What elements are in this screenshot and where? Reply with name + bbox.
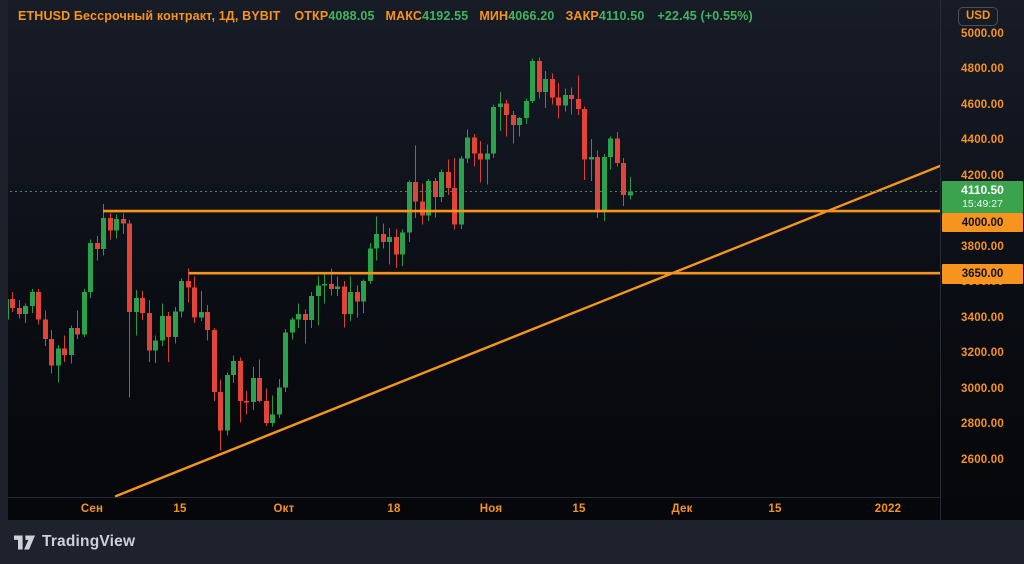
close-value: 4110.50 (598, 9, 645, 23)
tradingview-logo-icon (14, 535, 35, 550)
current-price-label: 4110.50 (961, 183, 1004, 198)
time-tick-label: Окт (273, 503, 295, 515)
close-label: ЗАКР (565, 9, 599, 23)
price-tick-label: 3800.00 (961, 240, 1004, 253)
price-tick-label: 2800.00 (961, 418, 1004, 431)
price-tick-label: 4200.00 (961, 169, 1004, 182)
time-tick-label: 2022 (874, 503, 902, 515)
high-label: МАКС (385, 9, 423, 23)
ohlc-high: МАКС4192.55 (386, 9, 469, 23)
low-label: МИН (479, 9, 509, 23)
level-badge-4000: 4000.00 (942, 213, 1023, 233)
price-tick-label: 3200.00 (961, 347, 1004, 360)
low-value: 4066.20 (508, 9, 555, 23)
price-tick-label: 2600.00 (961, 453, 1004, 466)
time-tick-label: 15 (173, 503, 187, 515)
time-axis[interactable]: Сен 15 Окт 18 Ноя 15 Дек 15 2022 (0, 497, 940, 520)
time-tick-label: 15 (572, 503, 586, 515)
price-tick-label: 4600.00 (961, 98, 1004, 111)
time-tick-label: Ноя (479, 503, 503, 515)
change-value: +22.45 (+0.55%) (657, 9, 753, 23)
left-panel-edge (0, 0, 8, 520)
price-tick-label: 3400.00 (961, 311, 1004, 324)
time-tick-label: Дек (671, 503, 693, 515)
bar-close-countdown: 15:49:27 (962, 198, 1003, 211)
price-tick-label: 4800.00 (961, 63, 1004, 76)
tradingview-logo[interactable]: TradingView (14, 533, 135, 551)
price-axis[interactable]: 5000.00 4800.00 4600.00 4400.00 4200.00 4000.… (940, 0, 1024, 520)
tradingview-brand-text: TradingView (42, 533, 136, 550)
chart-legend: ETHUSD Бессрочный контракт, 1Д, BYBIT ОТ… (18, 9, 753, 23)
current-price-badge: 4110.50 15:49:27 (942, 181, 1023, 213)
price-tick-label: 5000.00 (961, 27, 1004, 40)
candlestick-chart[interactable] (0, 0, 940, 497)
price-tick-label: 3000.00 (961, 382, 1004, 395)
chart-pane[interactable] (0, 0, 940, 497)
open-value: 4088.05 (328, 9, 375, 23)
symbol-title[interactable]: ETHUSD Бессрочный контракт, 1Д, BYBIT (18, 9, 281, 23)
ohlc-low: МИН4066.20 (479, 9, 554, 23)
time-tick-label: Сен (80, 503, 104, 515)
currency-button[interactable]: USD (958, 7, 999, 26)
time-tick-label: 15 (768, 503, 782, 515)
bottom-toolbar: TradingView (0, 520, 1024, 564)
open-label: ОТКР (294, 9, 329, 23)
ohlc-close: ЗАКР4110.50 (565, 9, 644, 23)
high-value: 4192.55 (422, 9, 469, 23)
price-tick-label: 4400.00 (961, 134, 1004, 147)
level-badge-3650: 3650.00 (942, 264, 1023, 284)
ohlc-open: ОТКР4088.05 (294, 9, 374, 23)
time-tick-label: 18 (387, 503, 401, 515)
